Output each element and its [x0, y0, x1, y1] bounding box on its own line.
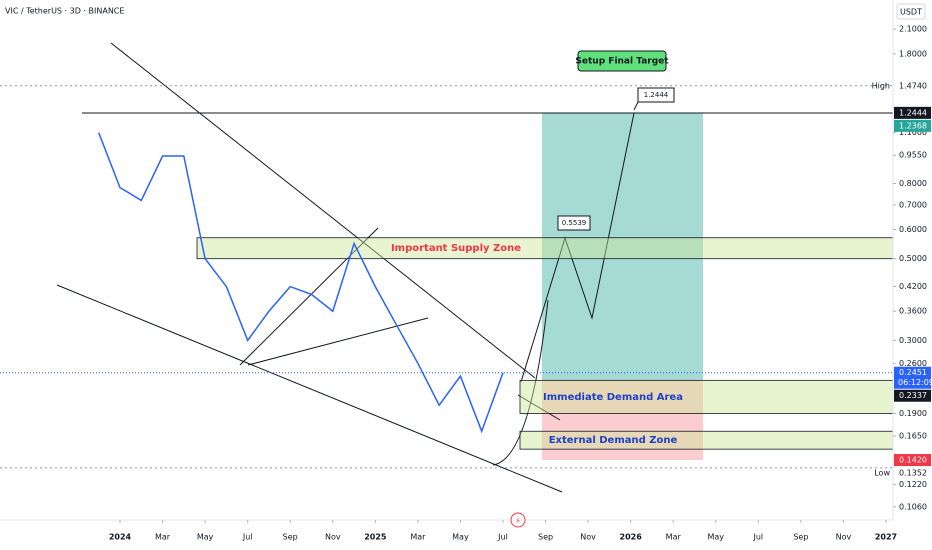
- trendline: [239, 227, 379, 366]
- x-tick-label: May: [197, 533, 214, 542]
- y-tick-label: 0.1220: [899, 480, 927, 489]
- x-tick-label: Nov: [580, 533, 596, 542]
- level-tag: Low: [874, 469, 890, 478]
- arc: [492, 299, 549, 466]
- price-badge-text: 0.2451: [899, 368, 927, 377]
- x-tick-label: Sep: [793, 533, 808, 542]
- x-tick-label: Mar: [666, 533, 682, 542]
- x-tick-label: Jul: [497, 533, 508, 542]
- target-label-bg: [577, 50, 667, 72]
- x-tick-label: Nov: [836, 533, 852, 542]
- zone: [519, 379, 894, 414]
- y-tick-label: 0.5000: [899, 254, 927, 263]
- stop-box: [542, 380, 703, 460]
- price-badge: [894, 454, 931, 467]
- x-tick-label: Nov: [325, 533, 341, 542]
- y-tick-label: 0.2600: [899, 359, 927, 368]
- zone-label: Immediate Demand Area: [543, 392, 683, 403]
- callout: [633, 101, 639, 111]
- countdown: 06:12:09: [898, 378, 932, 387]
- x-tick-label: May: [708, 533, 725, 542]
- zone-label: External Demand Zone: [549, 435, 678, 446]
- x-tick-label: May: [452, 533, 469, 542]
- y-tick-label: 0.7000: [899, 200, 927, 209]
- trendline: [110, 42, 536, 379]
- x-tick-label: Jul: [242, 533, 253, 542]
- price-badge-text: 0.2337: [899, 391, 927, 400]
- x-tick-label: 2025: [364, 533, 387, 542]
- y-tick-label: 0.8000: [899, 179, 927, 188]
- symbol-title: VIC / TetherUS · 3D · BINANCE: [5, 7, 124, 16]
- x-tick-label: Mar: [410, 533, 426, 542]
- y-tick-label: 0.6000: [899, 225, 927, 234]
- callout-box: [557, 215, 591, 231]
- y-tick-label: 0.3000: [899, 336, 927, 345]
- target-box: [542, 113, 703, 380]
- plot: Important Supply Zone Immediate Demand Ar…: [0, 42, 894, 493]
- level-value: 0.1352: [899, 469, 927, 478]
- price-line: [98, 132, 504, 434]
- zone: [196, 237, 894, 260]
- projection: [520, 112, 635, 383]
- price-badge: [894, 106, 931, 119]
- trendline: [56, 284, 563, 493]
- level-tag: High: [872, 81, 890, 90]
- x-tick-label: 2024: [109, 533, 132, 542]
- x-tick-label: Jul: [753, 533, 764, 542]
- x-tick-label: Mar: [155, 533, 171, 542]
- y-tick-label: 0.1900: [899, 409, 927, 418]
- level-value: 1.4740: [899, 81, 927, 90]
- callout-text: 1.2444: [644, 91, 669, 99]
- target-label: Setup Final Target: [575, 57, 669, 67]
- currency: USDT: [900, 8, 922, 17]
- x-tick-label: 2026: [620, 533, 643, 542]
- price-badge: [894, 366, 931, 389]
- arrow: [517, 394, 561, 421]
- y-tick-label: 2.1000: [899, 25, 927, 34]
- y-tick-label: 1.1000: [899, 128, 927, 137]
- price-badge: [894, 389, 931, 402]
- price-badge-text: 1.2368: [899, 121, 927, 130]
- price-badge-text: 1.2444: [899, 108, 927, 117]
- x-tick-label: 2027: [875, 533, 897, 542]
- y-tick-label: 0.1650: [899, 432, 927, 441]
- callout-box: [637, 87, 675, 103]
- trendline: [247, 317, 429, 366]
- event-icon: [510, 512, 526, 528]
- price-badge-text: 0.1420: [899, 456, 927, 465]
- currency-badge: [896, 3, 926, 20]
- y-tick-label: 1.8000: [899, 49, 927, 58]
- x-tick-label: Sep: [283, 533, 298, 542]
- x-tick-label: Sep: [538, 533, 553, 542]
- price-badge: [894, 119, 931, 132]
- y-tick-label: 0.9550: [899, 151, 927, 160]
- y-tick-label: 0.1060: [899, 502, 927, 511]
- callout-text: 0.5539: [562, 219, 587, 227]
- zone-label: Important Supply Zone: [391, 243, 521, 254]
- y-tick-label: 0.4200: [899, 282, 927, 291]
- y-tick-label: 0.3600: [899, 307, 927, 316]
- event-icon-glyph: ⚡: [515, 517, 521, 526]
